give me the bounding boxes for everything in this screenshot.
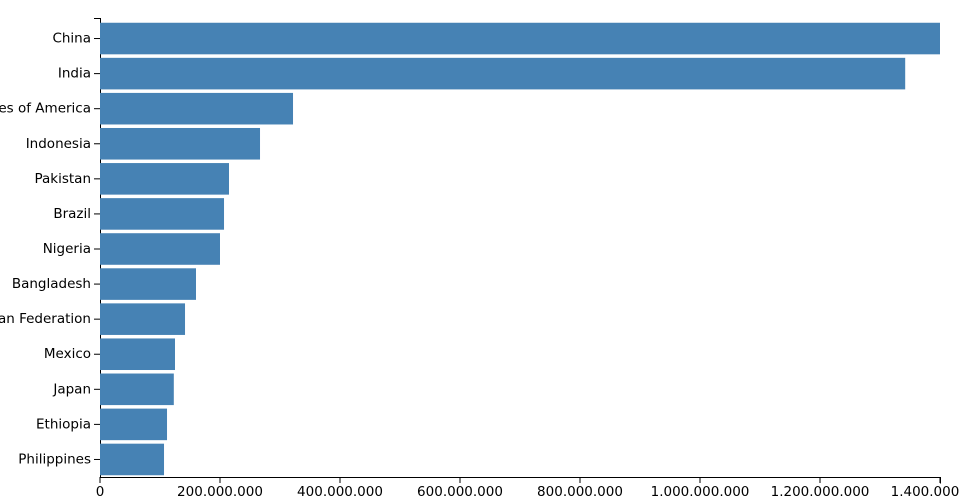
y-tick-label: Indonesia: [26, 136, 91, 152]
x-tick-label: 1.000.000.000: [651, 484, 750, 500]
bar: [100, 233, 220, 265]
x-tick-label: 600.000.000: [417, 484, 503, 500]
x-tick-label: 1.400.000.000: [891, 484, 960, 500]
x-tick-label: 0: [96, 484, 105, 500]
bar: [100, 163, 229, 195]
y-tick-label: Japan: [52, 381, 91, 397]
bar: [100, 443, 165, 476]
y-tick-label: Brazil: [53, 206, 91, 222]
x-tick-label: 800.000.000: [537, 484, 623, 500]
y-tick-label: Bangladesh: [12, 276, 91, 292]
y-tick-label: Russian Federation: [0, 311, 91, 327]
x-tick-label: 1.200.000.000: [771, 484, 870, 500]
x-tick-label: 400.000.000: [297, 484, 383, 500]
y-tick-label: United States of America: [0, 101, 91, 117]
bar: [100, 92, 294, 125]
bar: [100, 373, 174, 406]
x-tick-label: 200.000.000: [177, 484, 263, 500]
bar: [100, 198, 225, 230]
bar: [100, 408, 168, 441]
bar: [100, 338, 175, 371]
bar: [100, 22, 940, 55]
y-tick-label: Philippines: [18, 451, 91, 467]
bar: [100, 268, 196, 300]
bar: [100, 127, 261, 160]
bar: [100, 57, 906, 90]
y-tick-label: Mexico: [44, 346, 91, 362]
y-tick-label: Pakistan: [34, 171, 91, 187]
y-tick-label: Nigeria: [43, 241, 91, 257]
y-tick-label: India: [58, 66, 91, 82]
y-tick-label: Ethiopia: [36, 416, 91, 432]
bar: [100, 303, 186, 335]
y-tick-label: China: [52, 31, 91, 47]
